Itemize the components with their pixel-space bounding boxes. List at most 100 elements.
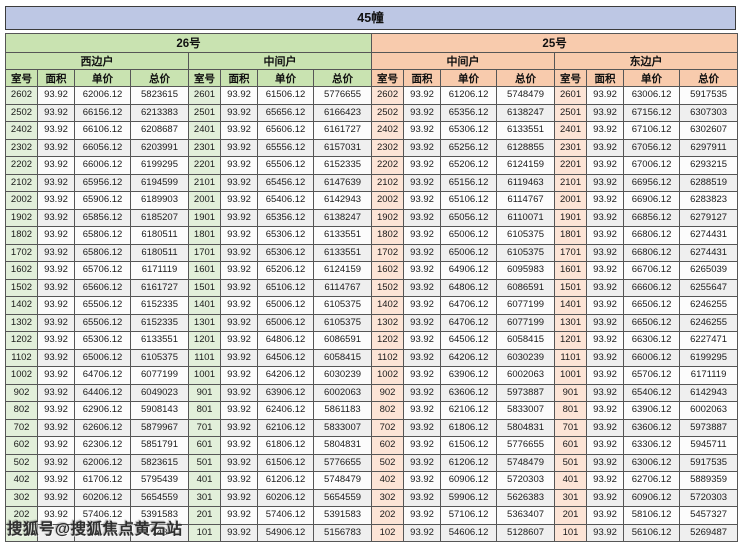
unit-price-cell: 65306.12 xyxy=(440,121,498,140)
building-title: 45幢 xyxy=(5,6,736,30)
total-price-cell: 5945711 xyxy=(679,436,739,455)
area-cell: 93.92 xyxy=(586,383,625,402)
room-cell: 1602 xyxy=(5,261,38,280)
column-header-total: 总价 xyxy=(496,69,556,87)
unit-price-cell: 63306.12 xyxy=(623,436,681,455)
table-row: 2302 93.92 66056.12 6203991 2301 93.92 65556.1… xyxy=(5,138,739,157)
area-cell: 93.92 xyxy=(220,243,258,262)
unit-price-cell: 65006.12 xyxy=(257,313,314,332)
column-header-room: 室号 xyxy=(5,69,38,87)
area-cell: 93.92 xyxy=(586,138,625,157)
area-cell: 93.92 xyxy=(220,103,258,122)
area-cell: 93.92 xyxy=(586,86,625,105)
unit-price-cell: 64406.12 xyxy=(74,383,131,402)
unit-price-cell: 64206.12 xyxy=(257,366,314,385)
unit-price-cell: 66056.12 xyxy=(74,138,131,157)
total-price-cell: 6302607 xyxy=(679,121,739,140)
column-header-area: 面积 xyxy=(586,69,625,87)
room-cell: 802 xyxy=(5,401,38,420)
total-price-cell: 6246255 xyxy=(679,313,739,332)
total-price-cell: 6255647 xyxy=(679,278,739,297)
room-cell: 602 xyxy=(371,436,405,455)
unit-price-cell xyxy=(74,523,131,542)
unit-price-cell: 62406.12 xyxy=(257,401,314,420)
total-price-cell: 6030239 xyxy=(496,348,556,367)
unit-price-cell: 62906.12 xyxy=(74,401,131,420)
area-cell: 93.92 xyxy=(220,138,258,157)
area-cell: 93.92 xyxy=(403,313,442,332)
area-cell: 93.92 xyxy=(220,296,258,315)
area-cell: 93.92 xyxy=(586,401,625,420)
area-cell: 93.92 xyxy=(403,191,442,210)
unit-price-cell: 64506.12 xyxy=(257,348,314,367)
room-cell: 1401 xyxy=(188,296,221,315)
room-cell: 1702 xyxy=(5,243,38,262)
area-cell: 93.92 xyxy=(220,278,258,297)
area-cell: 93.92 xyxy=(403,348,442,367)
total-price-cell: 6086591 xyxy=(496,278,556,297)
total-price-cell: 5269487 xyxy=(679,523,739,542)
room-cell: 1101 xyxy=(554,348,588,367)
area-cell: 93.92 xyxy=(37,103,75,122)
area-cell: 93.92 xyxy=(586,191,625,210)
unit-price-cell: 67056.12 xyxy=(623,138,681,157)
section-header-middle-25: 中间户 xyxy=(371,52,556,70)
area-cell: 93.92 xyxy=(220,313,258,332)
room-cell: 2501 xyxy=(188,103,221,122)
room-cell: 202 xyxy=(5,506,38,525)
unit-price-cell: 54606.12 xyxy=(440,523,498,542)
room-cell: 1402 xyxy=(5,296,38,315)
unit-price-cell: 66506.12 xyxy=(623,296,681,315)
total-price-cell: 6133551 xyxy=(312,226,373,245)
total-price-cell: 6152335 xyxy=(130,313,189,332)
unit-price-cell: 66956.12 xyxy=(623,173,681,192)
area-cell: 93.92 xyxy=(220,173,258,192)
area-cell: 93.92 xyxy=(37,296,75,315)
column-header-area: 面积 xyxy=(403,69,442,87)
room-cell: 1802 xyxy=(371,226,405,245)
table-row: 1002 93.92 64706.12 6077199 1001 93.92 64206.1… xyxy=(5,366,739,385)
total-price-cell: 6110071 xyxy=(496,208,556,227)
room-cell: 1701 xyxy=(554,243,588,262)
room-cell: 701 xyxy=(554,418,588,437)
area-cell: 93.92 xyxy=(37,261,75,280)
unit-price-cell: 64506.12 xyxy=(440,331,498,350)
area-cell: 93.92 xyxy=(586,331,625,350)
total-price-cell: 5776655 xyxy=(496,436,556,455)
total-price-cell: 5795439 xyxy=(130,471,189,490)
area-cell: 93.92 xyxy=(403,173,442,192)
area-cell: 93.92 xyxy=(37,243,75,262)
unit-price-cell: 65606.12 xyxy=(257,121,314,140)
unit-price-cell: 65556.12 xyxy=(257,138,314,157)
section-header-east: 东边户 xyxy=(554,52,739,70)
total-price-cell: 5654559 xyxy=(312,488,373,507)
area-cell: 93.92 xyxy=(37,331,75,350)
total-price-cell: 6166423 xyxy=(312,103,373,122)
total-price-cell: 5851791 xyxy=(130,436,189,455)
unit-price-cell: 67106.12 xyxy=(623,121,681,140)
room-cell: 902 xyxy=(371,383,405,402)
area-cell: 93.92 xyxy=(586,418,625,437)
room-cell: 2002 xyxy=(5,191,38,210)
building-header-row: 26号 25号 xyxy=(4,33,739,53)
column-header-price: 单价 xyxy=(440,69,498,87)
unit-price-cell: 62006.12 xyxy=(74,453,131,472)
building-header-25: 25号 xyxy=(371,33,739,53)
unit-price-cell: 66706.12 xyxy=(623,261,681,280)
unit-price-cell: 61206.12 xyxy=(440,453,498,472)
room-cell: 1501 xyxy=(554,278,588,297)
area-cell: 93.92 xyxy=(586,208,625,227)
unit-price-cell: 65906.12 xyxy=(74,191,131,210)
room-cell: 301 xyxy=(188,488,221,507)
total-price-cell: 6171119 xyxy=(679,366,739,385)
table-row: 1402 93.92 65506.12 6152335 1401 93.92 65006.1… xyxy=(5,296,739,315)
total-price-cell: 6288519 xyxy=(679,173,739,192)
room-cell: 2502 xyxy=(5,103,38,122)
area-cell: 93.92 xyxy=(403,471,442,490)
area-cell: 93.92 xyxy=(586,348,625,367)
area-cell: 93.92 xyxy=(220,208,258,227)
table-row: 1202 93.92 65306.12 6133551 1201 93.92 64806.1… xyxy=(5,331,739,350)
unit-price-cell: 65956.12 xyxy=(74,173,131,192)
area-cell: 93.92 xyxy=(220,121,258,140)
room-cell: 601 xyxy=(554,436,588,455)
